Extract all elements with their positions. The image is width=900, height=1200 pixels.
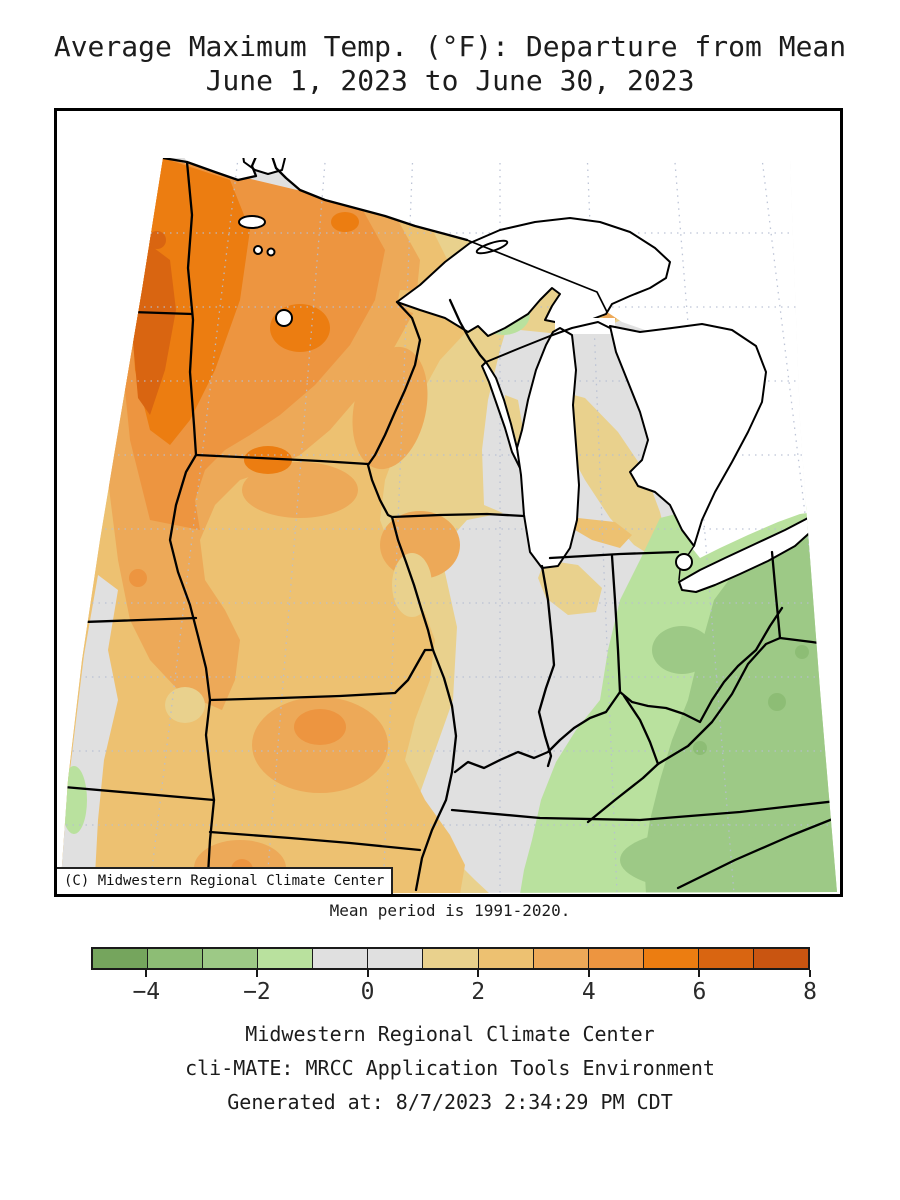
region-plus1-spot-nemo [392,553,432,617]
colorbar-tick-label: −4 [132,979,161,1005]
canada-no-data [160,158,837,558]
border-mn-ia [194,453,370,466]
colorbar-tick-mark [698,970,701,977]
colorbar-segment [148,949,204,968]
border-il-in [537,564,556,768]
border-nd-sd [130,310,194,316]
region-minus1-west-edge [61,766,87,834]
region-plus2-michigan-thumb [575,518,632,548]
mean-period-caption: Mean period is 1991-2020. [329,901,571,920]
lake-superior [396,217,671,337]
border-ky-tn [450,798,837,822]
green-bay [481,361,522,471]
region-plus5-mn-pocket2 [244,446,292,474]
colorbar-segment [478,949,534,968]
border-ky-va [586,762,660,824]
border-nc-tn [676,812,837,890]
colorbar-segment [423,949,479,968]
river-stcroix-mississippi [366,300,435,652]
shore-up-south [485,321,611,363]
border-ne-ks [62,785,216,802]
colorbar-segment [588,949,644,968]
leech-lake [253,245,263,255]
colorbar-segment [93,949,149,968]
colorbar-segment [533,949,589,968]
river-ohio [453,606,784,774]
footer-app: cli-MATE: MRCC Application Tools Environ… [185,1056,715,1080]
colorbar-segment [203,949,259,968]
region-plus3-north-iowa [242,462,358,518]
river-mississippi-lower [414,648,458,892]
region-plus4-central-missouri [294,709,346,745]
region-minus3-wv-spot2 [693,741,707,755]
midwest-departure-map [60,158,837,894]
lake-michigan [516,327,580,569]
region-plus3-west-wisconsin [352,346,428,470]
border-wi-mi [448,298,488,364]
region-minus3-wv-spot [768,693,786,711]
colorbar-segment [753,949,809,968]
footer-generated-at: Generated at: 8/7/2023 2:34:29 PM CDT [227,1090,673,1114]
region-plus6-spot [148,231,166,249]
colorbar-tick-mark [587,970,590,977]
colorbar-segment [368,949,424,968]
map-panel: (C) Midwestern Regional Climate Center [54,108,843,897]
region-minus3-wv-spot3 [795,645,809,659]
region-plus5-mn-pocket3 [331,212,359,232]
region-plus1-spot-nebraska [165,687,205,723]
border-mo-ar [208,830,422,852]
colorbar-tick-mark [366,970,369,977]
chart-title-line2: June 1, 2023 to June 30, 2023 [205,64,695,97]
region-plus6 [132,245,176,415]
river-detroit [678,545,695,581]
region-plus1-south-of-lake [538,560,602,615]
colorbar-segment [258,949,314,968]
border-ia-mo [208,648,435,702]
colorbar-segment [698,949,754,968]
colorbar-tick-label: 8 [803,979,817,1005]
mille-lacs-lake [275,309,293,327]
colorbar-cells [91,947,810,970]
lake-huron [609,323,767,547]
colorbar-segment [313,949,369,968]
colorbar-tick-mark [255,970,258,977]
colorbar-tick-label: 0 [360,979,375,1005]
international-border-lake-superior [466,239,608,313]
border-pa-oh [770,550,782,640]
chart-title-line1: Average Maximum Temp. (°F): Departure fr… [53,30,847,63]
border-wv-va [656,636,782,766]
border-west-chain [168,160,216,894]
colorbar-segment [643,949,699,968]
colorbar-tick-label: 6 [692,979,707,1005]
region-minus2 [644,522,837,894]
red-lake [238,215,266,229]
winnibigoshish-lake [266,247,276,257]
state-borders [62,158,837,894]
colorbar-tick-mark [145,970,148,977]
border-wi-il [390,512,526,519]
lake-st-clair [675,553,693,571]
colorbar-tick-label: 4 [581,979,596,1005]
footer-org: Midwestern Regional Climate Center [245,1022,655,1046]
region-minus2-central-ohio [652,626,712,674]
region-minus2-tennessee [620,830,780,890]
lake-erie [678,517,816,593]
map-watermark: (C) Midwestern Regional Climate Center [57,867,394,894]
border-mi-in-oh [548,550,680,560]
border-in-oh [610,554,622,694]
colorbar-tick-mark [477,970,480,977]
colorbar-tick-label: 2 [471,979,486,1005]
region-plus4-sd-spot [129,569,147,587]
border-ky-wv [622,694,660,766]
border-sd-ne [82,616,198,624]
colorbar-tick-label: −2 [243,979,271,1005]
colorbar-legend: −4 −2 0 2 4 6 8 [91,947,817,1007]
colorbar-tick-mark [809,970,811,977]
